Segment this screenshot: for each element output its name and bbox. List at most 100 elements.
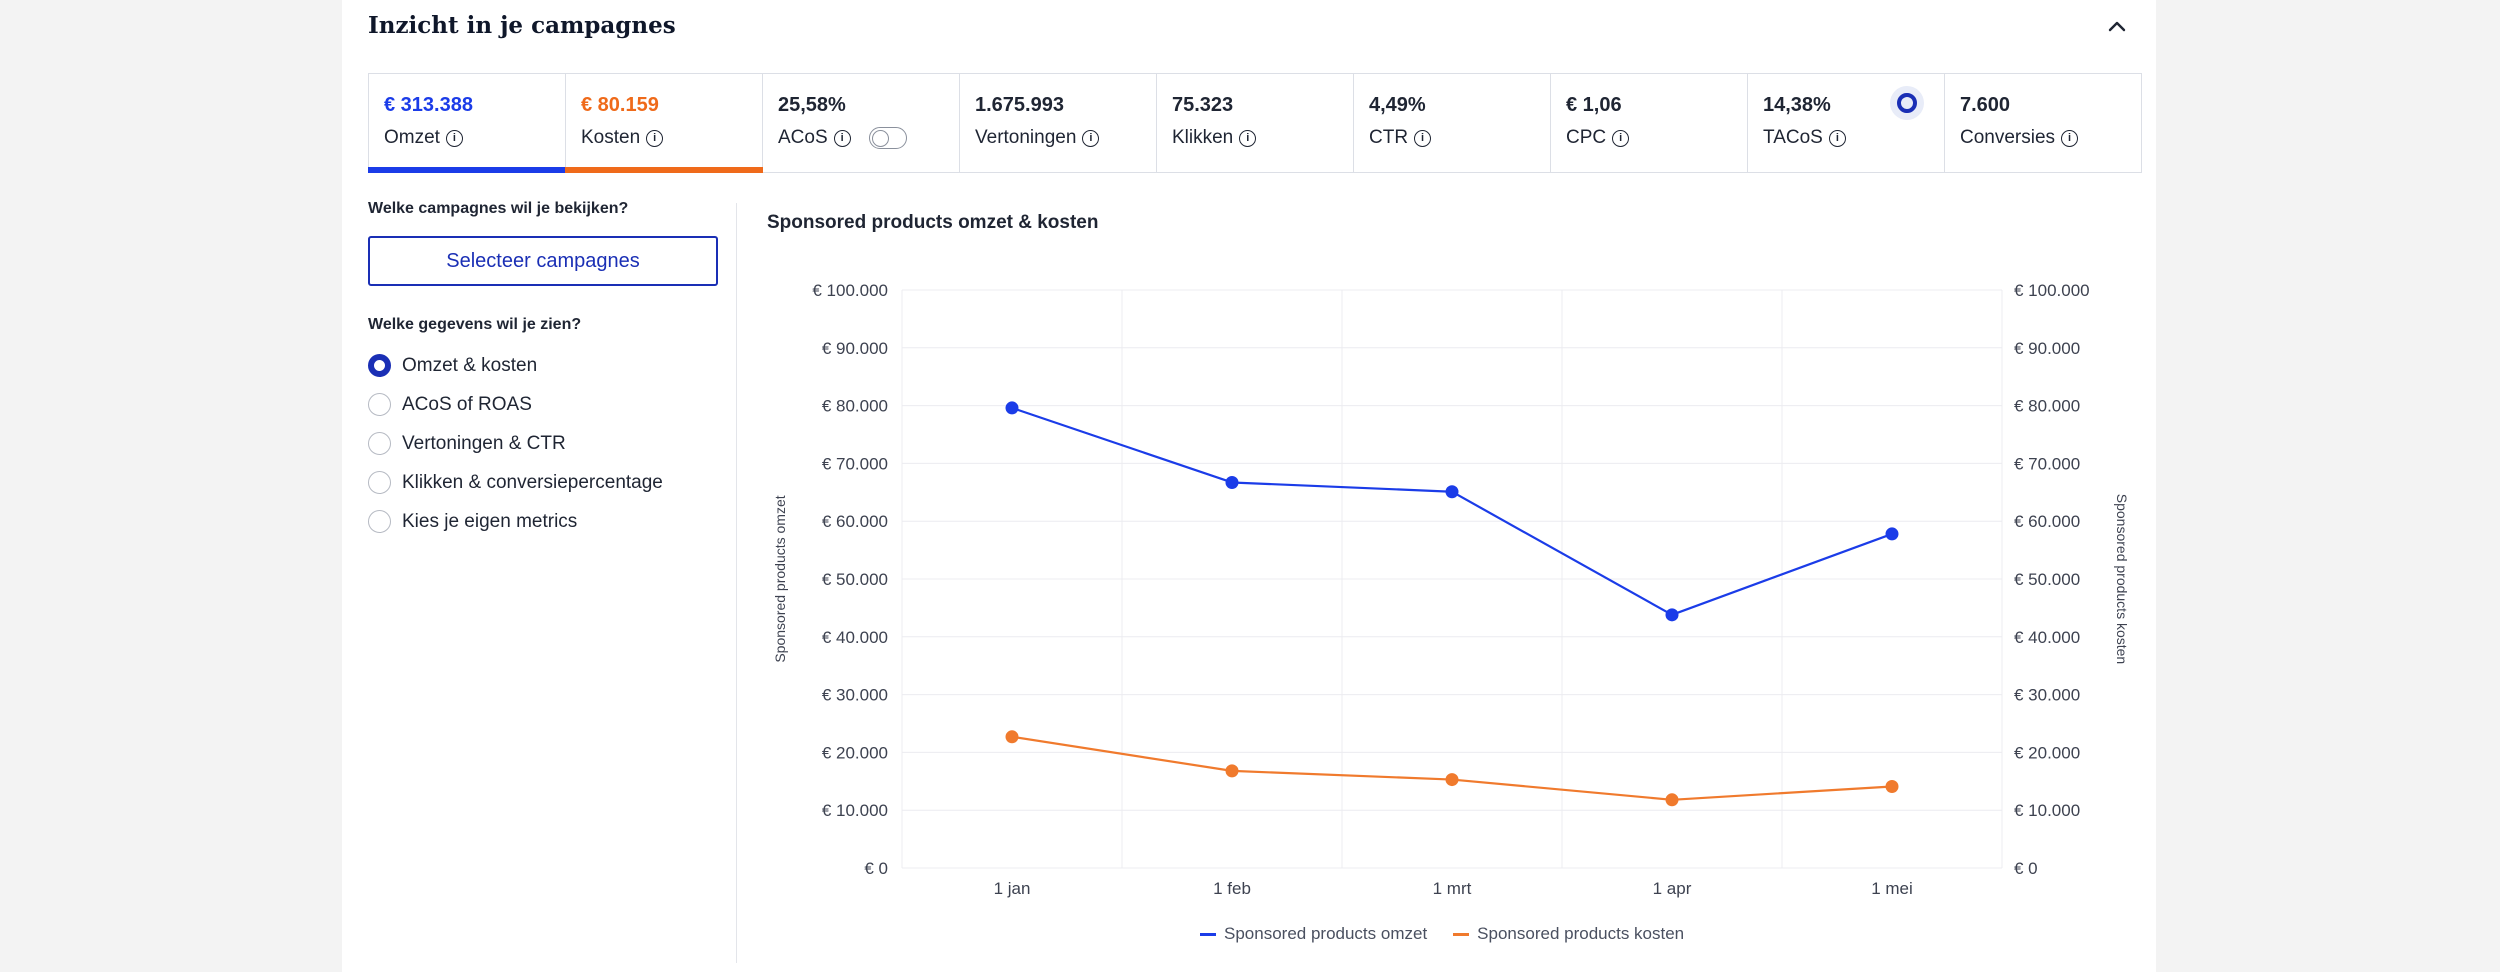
metric-label: TACoS: [1763, 127, 1823, 148]
metric-label: Vertoningen: [975, 127, 1077, 148]
data-point-omzet: [1665, 608, 1679, 622]
info-icon[interactable]: i: [1612, 129, 1630, 147]
legend-swatch: [1200, 932, 1216, 936]
y-tick-label-left: € 100.000: [812, 281, 888, 300]
y-tick-label-right: € 40.000: [2014, 628, 2080, 647]
legend-label: Sponsored products omzet: [1224, 924, 1428, 943]
y-axis-label-right: Sponsored products kosten: [2114, 494, 2130, 664]
y-tick-label-right: € 70.000: [2014, 454, 2080, 473]
collapse-button[interactable]: [2104, 14, 2130, 40]
metric-tile-kosten[interactable]: € 80.159 Kosten i: [565, 74, 763, 173]
info-icon[interactable]: i: [833, 129, 851, 147]
metric-value: 14,38%: [1763, 94, 1831, 116]
metric-value: € 313.388: [384, 94, 473, 116]
metric-tile-vertoningen[interactable]: 1.675.993 Vertoningen i: [960, 74, 1157, 172]
series-line-kosten: [1011, 735, 1893, 801]
highlight-dot-icon: [1890, 86, 1924, 120]
info-icon[interactable]: i: [445, 129, 463, 147]
metric-value: 25,58%: [778, 94, 846, 116]
y-tick-label-left: € 90.000: [822, 339, 888, 358]
info-icon[interactable]: i: [1414, 129, 1432, 147]
metric-label: CPC: [1566, 127, 1607, 148]
y-tick-label-left: € 80.000: [822, 397, 888, 416]
radio-label: Vertoningen & CTR: [402, 432, 566, 454]
data-point-omzet: [1885, 527, 1899, 541]
y-tick-label-right: € 20.000: [2014, 743, 2080, 762]
metric-tile-klikken[interactable]: 75.323 Klikken i: [1157, 74, 1354, 172]
y-tick-label-right: € 10.000: [2014, 801, 2080, 820]
metric-label: Klikken: [1172, 127, 1234, 148]
metric-active-underline: [368, 167, 566, 173]
radio-eigen-metrics[interactable]: Kies je eigen metrics: [368, 502, 718, 541]
metric-tile-tacos[interactable]: 14,38% TACoS i: [1748, 74, 1945, 172]
metric-value: € 80.159: [581, 94, 659, 116]
info-icon[interactable]: i: [1239, 129, 1257, 147]
chart-controls: Welke campagnes wil je bekijken? Selecte…: [368, 200, 718, 541]
y-tick-label-right: € 80.000: [2014, 397, 2080, 416]
radio-unchecked-icon: [368, 393, 391, 416]
y-tick-label-left: € 50.000: [822, 570, 888, 589]
info-icon[interactable]: i: [646, 129, 664, 147]
legend-item-kosten[interactable]: Sponsored products kosten: [1453, 924, 1684, 944]
legend-item-omzet[interactable]: Sponsored products omzet: [1200, 924, 1427, 944]
info-icon[interactable]: i: [1082, 129, 1100, 147]
select-campaigns-button[interactable]: Selecteer campagnes: [368, 236, 718, 286]
y-axis-label-left: Sponsored products omzet: [772, 495, 788, 662]
data-point-kosten: [1665, 793, 1679, 807]
legend-swatch: [1453, 932, 1470, 936]
info-icon[interactable]: i: [2061, 129, 2079, 147]
y-tick-label-left: € 10.000: [822, 801, 888, 820]
y-tick-label-right: € 100.000: [2014, 281, 2090, 300]
metric-tile-acos[interactable]: 25,58% ACoS i: [763, 74, 960, 172]
x-tick-label: 1 mrt: [1433, 879, 1472, 898]
metric-label: Omzet: [384, 127, 440, 148]
metric-tile-cpc[interactable]: € 1,06 CPC i: [1551, 74, 1748, 172]
y-tick-label-right: € 60.000: [2014, 512, 2080, 531]
y-tick-label-left: € 60.000: [822, 512, 888, 531]
x-tick-label: 1 feb: [1213, 879, 1251, 898]
metric-tile-omzet[interactable]: € 313.388 Omzet i: [368, 74, 566, 173]
data-point-kosten: [1445, 773, 1459, 787]
campaign-insights-panel: Inzicht in je campagnes € 313.388 Omzet i…: [342, 0, 2156, 972]
data-point-omzet: [1005, 401, 1019, 415]
y-tick-label-right: € 90.000: [2014, 339, 2080, 358]
radio-acos-roas[interactable]: ACoS of ROAS: [368, 385, 718, 424]
y-tick-label-right: € 30.000: [2014, 686, 2080, 705]
radio-label: ACoS of ROAS: [402, 393, 532, 415]
metric-value: € 1,06: [1566, 94, 1622, 116]
metric-tile-conversies[interactable]: 7.600 Conversies i: [1945, 74, 2141, 172]
y-tick-label-left: € 0: [864, 859, 888, 878]
radio-unchecked-icon: [368, 471, 391, 494]
metric-tile-ctr[interactable]: 4,49% CTR i: [1354, 74, 1551, 172]
metric-label: Kosten: [581, 127, 641, 148]
radio-checked-icon: [368, 354, 391, 377]
line-chart: € 0 € 0 € 10.000 € 10.000 € 20.000 € 20.000 € …: [772, 281, 2130, 898]
radio-unchecked-icon: [368, 510, 391, 533]
metric-active-underline: [565, 167, 763, 173]
chart-title: Sponsored products omzet & kosten: [767, 212, 1099, 233]
x-tick-label: 1 mei: [1871, 879, 1913, 898]
data-point-omzet: [1225, 475, 1239, 489]
info-icon[interactable]: i: [1828, 129, 1846, 147]
acos-roas-toggle[interactable]: [868, 127, 907, 149]
metric-label: Conversies: [1960, 127, 2056, 148]
y-tick-label-right: € 50.000: [2014, 570, 2080, 589]
campaign-question: Welke campagnes wil je bekijken?: [368, 200, 629, 217]
radio-omzet-kosten[interactable]: Omzet & kosten: [368, 346, 718, 385]
metric-label: ACoS: [778, 127, 828, 148]
radio-label: Kies je eigen metrics: [402, 510, 578, 532]
y-tick-label-right: € 0: [2014, 859, 2038, 878]
data-question: Welke gegevens wil je zien?: [368, 316, 582, 333]
metric-value: 1.675.993: [975, 94, 1064, 116]
metric-label: CTR: [1369, 127, 1409, 148]
series-line-omzet: [1011, 406, 1893, 616]
radio-klikken-conversie[interactable]: Klikken & conversiepercentage: [368, 463, 718, 502]
metric-value: 4,49%: [1369, 94, 1426, 116]
metric-value: 7.600: [1960, 94, 2011, 116]
chevron-up-icon: [2108, 21, 2126, 32]
data-point-kosten: [1885, 780, 1899, 794]
radio-label: Klikken & conversiepercentage: [402, 471, 663, 493]
page-title: Inzicht in je campagnes: [368, 12, 676, 39]
divider: [736, 203, 737, 963]
radio-vertoningen-ctr[interactable]: Vertoningen & CTR: [368, 424, 718, 463]
